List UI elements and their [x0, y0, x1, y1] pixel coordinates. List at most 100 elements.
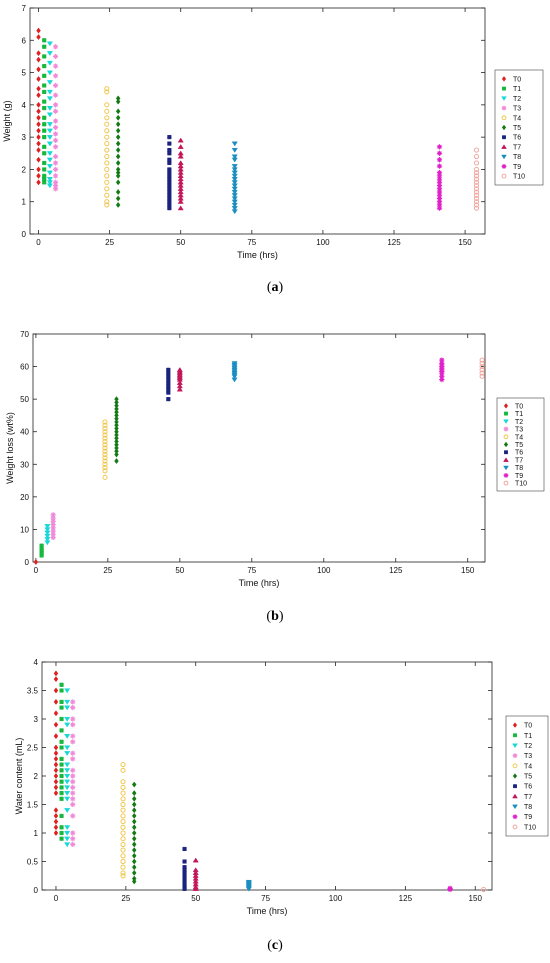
data-point [52, 92, 59, 98]
legend: T0 T1 T2 T3 T4 T5 T6 T7 T8 T9 T10 [494, 69, 544, 186]
data-point [102, 474, 108, 480]
chart-c: 0 25 50 75 100 125 150 0 0.5 1 1.5 2 2.5 3 3.5 4 Time (h… [14, 658, 549, 916]
data-point [115, 147, 121, 154]
data-point [42, 54, 47, 59]
data-point [176, 380, 183, 385]
x-tick-label: 100 [317, 566, 331, 575]
series-T7 [192, 857, 199, 891]
data-point [131, 818, 137, 825]
y-tick-label: 40 [20, 428, 29, 437]
data-point [473, 182, 480, 189]
data-point [36, 56, 41, 63]
y-tick-label: 5 [22, 69, 27, 78]
data-point [53, 750, 59, 757]
data-point [53, 687, 59, 694]
x-tick-label: 150 [469, 894, 483, 903]
series-T10 [479, 357, 485, 379]
data-point [473, 147, 480, 153]
data-point [36, 27, 41, 34]
data-point [481, 886, 487, 893]
data-point [64, 716, 71, 722]
data-point [104, 202, 110, 208]
data-point [114, 422, 119, 429]
data-point [192, 857, 199, 863]
data-point [42, 122, 47, 127]
data-point [114, 399, 119, 406]
data-point [436, 176, 443, 182]
data-point [131, 801, 137, 808]
data-point [120, 801, 126, 808]
data-point [53, 670, 59, 677]
data-point [231, 170, 238, 176]
data-point [50, 525, 56, 531]
legend-label: T10 [515, 481, 527, 488]
data-point [436, 202, 443, 208]
data-point [59, 768, 64, 773]
data-point [436, 179, 443, 185]
series-T7 [177, 137, 184, 211]
x-tick-label: 50 [191, 894, 200, 903]
data-point [59, 813, 64, 818]
legend-label: T2 [524, 743, 532, 750]
data-point [102, 451, 108, 458]
data-point [120, 790, 126, 796]
data-point [439, 357, 445, 363]
data-point [50, 528, 56, 534]
data-point [36, 156, 41, 163]
data-point [53, 710, 59, 717]
data-point [52, 44, 59, 50]
data-point [182, 846, 187, 852]
data-point [231, 167, 238, 173]
data-point [46, 164, 53, 170]
data-point [473, 195, 480, 202]
series-T6 [167, 135, 172, 211]
data-point [104, 166, 110, 173]
data-point [52, 144, 59, 150]
data-point [231, 173, 238, 179]
data-point [479, 370, 485, 376]
data-point [50, 515, 56, 521]
data-point [479, 360, 485, 366]
data-point [473, 176, 480, 182]
legend: T0 T1 T2 T3 T4 T5 T6 T7 T8 T9 T10 [505, 715, 549, 837]
legend-marker [503, 434, 509, 440]
data-point [102, 429, 108, 435]
y-axis-label: Weight loss (wt%) [5, 412, 15, 484]
legend-marker [513, 733, 517, 738]
data-point [50, 521, 56, 528]
data-point [53, 761, 59, 768]
data-point [59, 825, 64, 830]
data-point [52, 63, 59, 69]
legend-label: T7 [515, 457, 523, 464]
data-point [70, 767, 76, 773]
data-point [115, 134, 121, 141]
data-point [436, 192, 443, 198]
x-tick-label: 150 [461, 566, 475, 575]
data-point [176, 367, 183, 372]
legend-marker [512, 804, 518, 810]
data-point [473, 189, 480, 195]
data-point [42, 99, 47, 104]
data-point [104, 147, 110, 153]
data-point [64, 722, 71, 728]
data-point [64, 836, 71, 842]
data-point [120, 858, 126, 865]
legend-label: T1 [515, 411, 523, 418]
data-point [46, 106, 53, 111]
y-axis-label: Weight (g) [2, 100, 12, 141]
data-point [102, 448, 108, 454]
data-point [102, 455, 108, 461]
y-tick-label: 3 [34, 715, 39, 724]
data-point [70, 796, 76, 802]
series-T8 [245, 879, 252, 892]
data-point [59, 779, 64, 784]
data-point [52, 73, 59, 79]
data-point [120, 830, 126, 836]
data-point [115, 127, 121, 134]
y-tick-label: 1.5 [27, 801, 39, 810]
data-point [473, 160, 480, 166]
data-point [52, 118, 59, 124]
data-point [42, 73, 47, 78]
legend-label: T2 [515, 419, 523, 426]
data-point [64, 745, 71, 751]
